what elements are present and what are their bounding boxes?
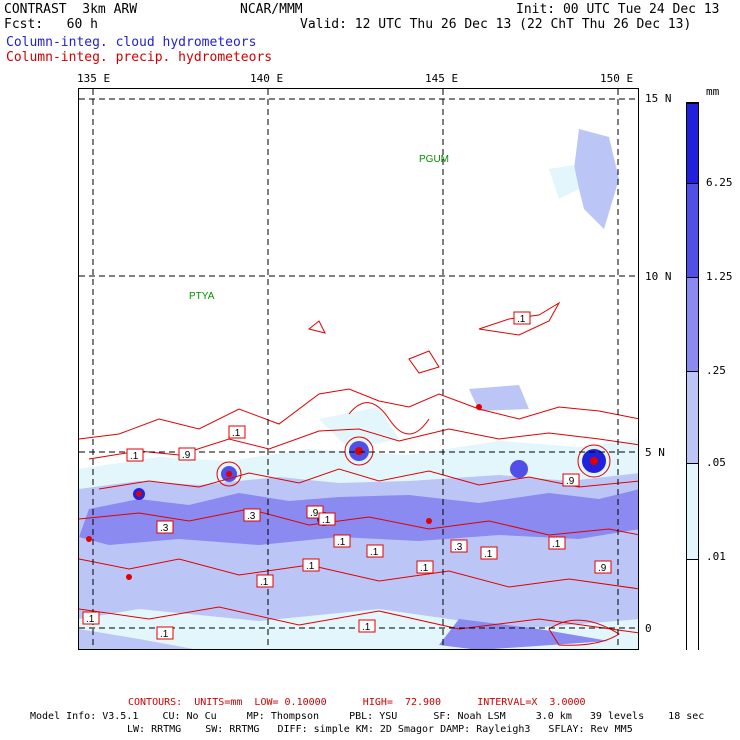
map-canvas: PGUM PTYA .1 .1 .9 .1 .3 .3 .9 .1 .1 .1 …	[79, 89, 638, 649]
lon-label-135: 135 E	[77, 72, 111, 85]
colorbar-tick: 1.25	[706, 270, 733, 283]
colorbar-band	[687, 371, 698, 463]
contour-label: .1	[86, 614, 95, 625]
lat-label-0: 0	[645, 622, 652, 635]
org-title: NCAR/MMM	[240, 2, 303, 17]
init-time: Init: 00 UTC Tue 24 Dec 13	[516, 2, 720, 17]
colorbar-band	[687, 277, 698, 371]
forecast-hour: Fcst: 60 h	[4, 17, 98, 32]
contour-label: .1	[130, 451, 139, 462]
lon-label-140: 140 E	[250, 72, 284, 85]
station-ptya: PTYA	[189, 291, 215, 302]
contour-label: .3	[247, 511, 256, 522]
colorbar-tick: .05	[706, 456, 726, 469]
contour-label: .9	[566, 476, 575, 487]
contour-label: .1	[370, 547, 379, 558]
lat-label-15n: 15 N	[645, 92, 672, 105]
colorbar-tick: .25	[706, 364, 726, 377]
field-cloud-label: Column-integ. cloud hydrometeors	[6, 35, 257, 50]
model-info-line2: LW: RRTMG SW: RRTMG DIFF: simple KM: 2D …	[127, 724, 633, 735]
contour-label: .1	[484, 549, 493, 560]
contours-info: CONTOURS: UNITS=mm LOW= 0.10000 HIGH= 72…	[128, 697, 586, 708]
contour-label: .1	[552, 539, 561, 550]
colorbar	[686, 102, 699, 651]
model-info-line1: Model Info: V3.5.1 CU: No Cu MP: Thompso…	[30, 711, 705, 722]
contour-label: .1	[306, 561, 315, 572]
colorbar-tick: 6.25	[706, 176, 733, 189]
contour-label: .1	[232, 428, 241, 439]
lat-label-10n: 10 N	[645, 270, 672, 283]
contour-label: .1	[517, 314, 526, 325]
contour-label: .1	[160, 629, 169, 640]
cloud-shading	[79, 129, 638, 649]
valid-time: Valid: 12 UTC Thu 26 Dec 13 (22 ChT Thu …	[300, 17, 692, 32]
contour-label: .9	[182, 450, 191, 461]
contour-labels: .1 .1 .9 .1 .3 .3 .9 .1 .1 .1 .1 .3 .1 .…	[82, 311, 612, 640]
map-panel: PGUM PTYA .1 .1 .9 .1 .3 .3 .9 .1 .1 .1 …	[78, 88, 639, 650]
lat-label-5n: 5 N	[645, 446, 665, 459]
colorbar-band	[687, 183, 698, 277]
contour-label: .1	[260, 577, 269, 588]
lon-label-150: 150 E	[600, 72, 634, 85]
precip-contours	[79, 301, 638, 646]
contour-label: .1	[362, 622, 371, 633]
model-title: CONTRAST 3km ARW	[4, 2, 138, 17]
station-pgum: PGUM	[419, 154, 449, 165]
contour-label: .9	[310, 508, 319, 519]
colorbar-units: mm	[706, 85, 720, 98]
contour-label: .1	[337, 537, 346, 548]
colorbar-band	[687, 559, 698, 651]
field-precip-label: Column-integ. precip. hydrometeors	[6, 50, 273, 65]
colorbar-band	[687, 463, 698, 559]
contour-label: .1	[420, 563, 429, 574]
contour-label: .1	[322, 515, 331, 526]
precip-cores	[86, 404, 598, 580]
lon-label-145: 145 E	[425, 72, 459, 85]
colorbar-tick: .01	[706, 550, 726, 563]
contour-label: .3	[160, 523, 169, 534]
contour-label: .9	[598, 563, 607, 574]
contour-label: .3	[454, 542, 463, 553]
colorbar-band	[687, 103, 698, 183]
